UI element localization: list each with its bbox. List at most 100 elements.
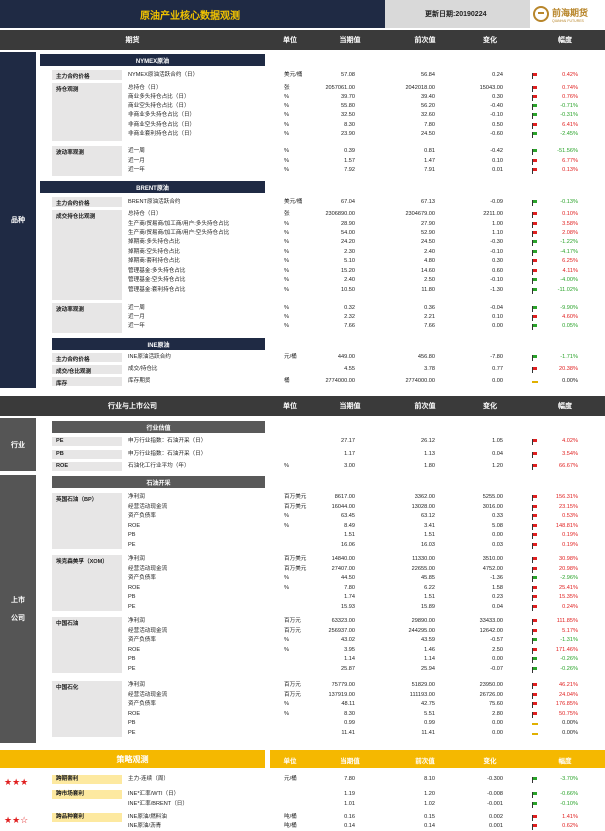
table-row: 净利润 百万元 75779.00 51829.00 23950.00 46.21% bbox=[0, 681, 605, 690]
row-percent: 0.10% bbox=[562, 211, 578, 217]
row-change: -0.10 bbox=[490, 277, 503, 283]
row-percent: 0.24% bbox=[562, 604, 578, 610]
row-change: 5255.00 bbox=[482, 494, 503, 500]
row-current: 2774000.00 bbox=[325, 378, 355, 384]
row-name: 掉期商:空头持仓占比 bbox=[128, 249, 180, 255]
row-change: 0.50 bbox=[492, 122, 503, 128]
row-name: 净利润 bbox=[128, 682, 145, 688]
row-name: NYMEX原油活跃合约（日） bbox=[128, 72, 199, 78]
row-percent: 0.00% bbox=[562, 730, 578, 736]
row-change: 0.001 bbox=[489, 823, 503, 829]
nymex-header: NYMEX原油 bbox=[40, 54, 265, 66]
table-row: 近一月% 1.57 1.47 0.10 6.77% bbox=[0, 157, 605, 166]
page-title: 原油产业核心数据观测 bbox=[0, 0, 385, 28]
flat-dash-icon bbox=[532, 723, 538, 726]
row-percent: 0.05% bbox=[562, 323, 578, 329]
row-current: 0.99 bbox=[344, 720, 355, 727]
company-label: 中国石油 bbox=[52, 617, 122, 673]
col-cur: 当期值 bbox=[339, 37, 361, 44]
row-change: -7.80 bbox=[490, 354, 503, 360]
row-name: 资产负债率 bbox=[128, 701, 156, 708]
row-name: 申万行业指数：石油开采（日） bbox=[128, 451, 207, 457]
row-unit: % bbox=[284, 158, 289, 164]
row-change: -1.36 bbox=[490, 575, 503, 582]
row-percent: 0.42% bbox=[562, 72, 578, 78]
row-change: -0.30 bbox=[490, 239, 503, 245]
side-label-listed: 上市 公司 bbox=[0, 475, 36, 743]
row-unit: % bbox=[284, 646, 289, 653]
row-current: 23.90 bbox=[341, 131, 355, 137]
trend-flag-icon bbox=[531, 130, 539, 139]
flag-icon bbox=[532, 269, 537, 275]
trend-flag-icon bbox=[531, 813, 539, 822]
row-unit: % bbox=[284, 323, 289, 329]
row-change: -0.10 bbox=[490, 112, 503, 118]
row-unit: % bbox=[284, 287, 289, 293]
row-name: BRENT原油活跃合约 bbox=[128, 199, 181, 205]
row-current: 44.50 bbox=[341, 575, 355, 582]
trend-flag-icon bbox=[531, 377, 539, 386]
row-change: 0.10 bbox=[492, 158, 503, 164]
trend-flag-icon bbox=[531, 541, 539, 550]
col-unit-2: 单位 bbox=[283, 403, 297, 410]
row-name: 石油化工行业平均（年） bbox=[128, 463, 190, 469]
trend-flag-icon bbox=[531, 276, 539, 285]
row-percent: 148.81% bbox=[555, 522, 578, 529]
col-pct: 幅度 bbox=[558, 37, 572, 44]
row-change: 0.24 bbox=[492, 72, 503, 78]
row-previous: 2304679.00 bbox=[405, 211, 435, 217]
row-previous: 3.41 bbox=[424, 522, 435, 529]
trend-flag-icon bbox=[531, 729, 539, 738]
section-title: 期货 bbox=[125, 37, 140, 44]
flag-icon bbox=[532, 777, 537, 783]
row-current: 11.41 bbox=[341, 730, 355, 736]
table-row: 主力-连续（周） 元/桶 7.80 8.10 -0.300 -3.70% bbox=[0, 775, 605, 784]
flag-icon bbox=[532, 711, 537, 718]
table-row: 商业空头持仓占比（日）% 55.80 56.20 -0.40 -0.71% bbox=[0, 102, 605, 111]
row-current: 1.57 bbox=[344, 158, 355, 164]
row-current: 57.08 bbox=[341, 72, 355, 78]
row-change: -0.001 bbox=[487, 801, 503, 807]
row-change: 1.05 bbox=[492, 438, 503, 444]
nymex-group-price: 主力合约价格 bbox=[52, 70, 122, 80]
table-row: 非商业多头持仓占比（日）% 32.50 32.60 -0.10 -0.31% bbox=[0, 111, 605, 120]
row-change: 26726.00 bbox=[479, 691, 503, 698]
company-label: 中国石化 bbox=[52, 681, 122, 737]
row-percent: 171.46% bbox=[555, 646, 578, 653]
row-unit: 吨/桶 bbox=[284, 823, 297, 829]
row-change: 1.20 bbox=[492, 463, 503, 469]
table-row: 资产负债率% 63.45 63.12 0.33 0.53% bbox=[0, 512, 605, 521]
row-name: 商业多头持仓占比（日） bbox=[128, 94, 190, 100]
row-previous: 11330.00 bbox=[412, 556, 435, 562]
row-unit: 桶 bbox=[284, 378, 290, 384]
nymex-group-vol: 波动率观测 bbox=[52, 146, 122, 176]
row-percent: 2.08% bbox=[562, 230, 578, 236]
row-unit: 元/桶 bbox=[284, 354, 297, 360]
row-change: -0.57 bbox=[490, 637, 503, 644]
row-current: 7.66 bbox=[344, 323, 355, 329]
row-previous: 111193.00 bbox=[409, 691, 435, 698]
table-row: PB 1.51 1.51 0.00 0.19% bbox=[0, 531, 605, 540]
row-unit: % bbox=[284, 268, 289, 274]
row-name: 净利润 bbox=[128, 494, 145, 500]
col-pct-3: 幅度 bbox=[558, 758, 572, 765]
row-name: 经营活动现金流 bbox=[128, 503, 168, 510]
table-row: NYMEX原油活跃合约（日） 美元/桶 57.08 56.84 0.24 0.42% bbox=[0, 71, 605, 80]
row-change: 0.03 bbox=[492, 542, 503, 548]
row-change: -1.30 bbox=[490, 287, 503, 293]
trend-flag-icon bbox=[531, 493, 539, 502]
row-percent: -0.31% bbox=[560, 112, 578, 118]
row-change: 2211.00 bbox=[483, 211, 503, 217]
table-row: 资产负债率% 44.50 45.85 -1.36 -2.96% bbox=[0, 574, 605, 583]
row-percent: 25.41% bbox=[559, 584, 578, 591]
trend-flag-icon bbox=[531, 700, 539, 709]
row-name: 近一周 bbox=[128, 148, 145, 154]
row-current: 1.14 bbox=[344, 656, 355, 663]
row-name: 净利润 bbox=[128, 618, 145, 624]
strategy-label: 跨市场套利 bbox=[52, 790, 122, 799]
row-name: 非商业空头持仓占比（日） bbox=[128, 122, 196, 128]
table-row: 经营活动现金流 百万元 137919.00 111193.00 26726.00 24.0… bbox=[0, 691, 605, 700]
row-change: 23950.00 bbox=[479, 682, 503, 688]
trend-flag-icon bbox=[531, 462, 539, 471]
row-percent: -51.56% bbox=[557, 148, 578, 154]
